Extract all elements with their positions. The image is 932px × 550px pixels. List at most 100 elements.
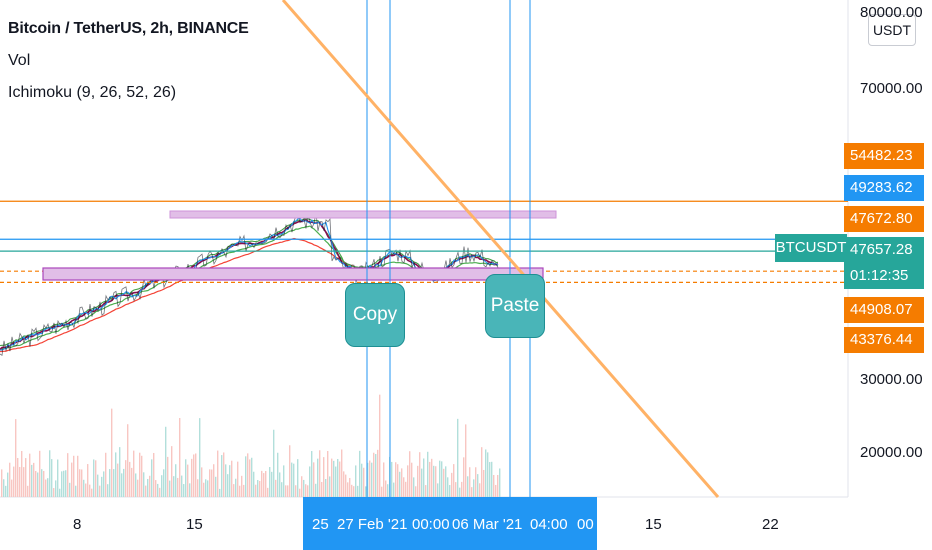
volume-bar bbox=[329, 476, 331, 497]
volume-bar bbox=[247, 453, 249, 497]
volume-bar bbox=[193, 454, 195, 497]
volume-bar bbox=[281, 482, 283, 497]
volume-bar bbox=[377, 449, 379, 497]
paste-note[interactable]: Paste bbox=[485, 274, 545, 338]
volume-bar bbox=[233, 484, 235, 497]
volume-bar bbox=[159, 487, 161, 497]
volume-bar bbox=[131, 467, 133, 497]
volume-bar bbox=[347, 482, 349, 497]
volume-bar bbox=[125, 460, 127, 497]
volume-bar bbox=[29, 453, 31, 497]
volume-bar bbox=[245, 456, 247, 497]
volume-bar bbox=[355, 465, 357, 497]
volume-bar bbox=[63, 470, 65, 497]
volume-bar bbox=[447, 477, 449, 497]
volume-bar bbox=[139, 452, 141, 497]
volume-bar bbox=[37, 472, 39, 497]
volume-bar bbox=[43, 470, 45, 497]
volume-bar bbox=[357, 485, 359, 497]
price-axis-tick: 20000.00 bbox=[860, 444, 923, 461]
volume-legend[interactable]: Vol bbox=[8, 52, 31, 69]
volume-bar bbox=[339, 461, 341, 497]
volume-bar bbox=[277, 452, 279, 497]
volume-bar bbox=[319, 450, 321, 497]
volume-bar bbox=[1, 469, 3, 497]
volume-bar bbox=[145, 485, 147, 497]
volume-bar bbox=[311, 451, 313, 497]
volume-bar bbox=[57, 459, 59, 497]
volume-bar bbox=[105, 452, 107, 497]
volume-bar bbox=[483, 469, 485, 497]
volume-bar bbox=[349, 477, 351, 497]
volume-bar bbox=[351, 484, 353, 497]
volume-bar bbox=[207, 480, 209, 497]
price-axis-tick: 80000.00 bbox=[860, 4, 923, 21]
volume-bar bbox=[417, 465, 419, 497]
volume-bar bbox=[345, 474, 347, 497]
bar-countdown: 01:12:35 bbox=[844, 263, 924, 289]
copy-note[interactable]: Copy bbox=[345, 283, 405, 347]
volume-bar bbox=[5, 485, 7, 497]
volume-bar bbox=[457, 418, 459, 497]
volume-bar bbox=[221, 455, 223, 497]
volume-bar bbox=[215, 476, 217, 497]
volume-bar bbox=[249, 459, 251, 497]
volume-bar bbox=[365, 486, 367, 497]
volume-bar bbox=[309, 466, 311, 497]
volume-bar bbox=[117, 463, 119, 497]
volume-bar bbox=[89, 484, 91, 497]
volume-bar bbox=[491, 461, 493, 497]
volume-bar bbox=[211, 469, 213, 497]
volume-bar bbox=[7, 472, 9, 497]
volume-bar bbox=[331, 458, 333, 497]
volume-bar bbox=[375, 454, 377, 497]
volume-bar bbox=[401, 468, 403, 497]
volume-bar bbox=[439, 460, 441, 497]
volume-bar bbox=[133, 450, 135, 497]
volume-bar bbox=[459, 487, 461, 497]
volume-bar bbox=[209, 469, 211, 497]
volume-bar bbox=[255, 484, 257, 497]
volume-bar bbox=[373, 452, 375, 497]
volume-bar bbox=[497, 474, 499, 497]
currency-button[interactable]: USDT bbox=[868, 14, 916, 46]
volume-bar bbox=[11, 479, 13, 497]
volume-bar bbox=[421, 468, 423, 497]
volume-bar bbox=[75, 485, 77, 497]
volume-bar bbox=[361, 463, 363, 497]
volume-bar bbox=[265, 470, 267, 497]
volume-bar bbox=[451, 472, 453, 497]
volume-bar bbox=[123, 468, 125, 497]
time-axis-tick: 06 Mar '21 bbox=[452, 516, 523, 533]
volume-bar bbox=[79, 469, 81, 497]
volume-bar bbox=[293, 463, 295, 497]
volume-bar bbox=[167, 456, 169, 497]
volume-bar bbox=[467, 476, 469, 497]
volume-bar bbox=[299, 488, 301, 497]
volume-bar bbox=[393, 482, 395, 497]
volume-bar bbox=[325, 479, 327, 497]
volume-bar bbox=[65, 470, 67, 497]
volume-bar bbox=[155, 480, 157, 497]
volume-bar bbox=[397, 464, 399, 497]
volume-bar bbox=[269, 467, 271, 497]
volume-bar bbox=[479, 483, 481, 497]
volume-bar bbox=[231, 460, 233, 497]
time-axis-tick: 15 bbox=[645, 516, 662, 533]
ichimoku-legend[interactable]: Ichimoku (9, 26, 52, 26) bbox=[8, 84, 177, 101]
volume-bar bbox=[443, 468, 445, 497]
volume-bar bbox=[437, 483, 439, 497]
volume-bar bbox=[239, 485, 241, 497]
volume-bar bbox=[391, 461, 393, 497]
volume-bar bbox=[23, 467, 25, 497]
volume-bar bbox=[109, 469, 111, 497]
volume-bar bbox=[149, 475, 151, 497]
volume-bar bbox=[485, 449, 487, 497]
volume-bar bbox=[291, 462, 293, 497]
volume-bar bbox=[97, 474, 99, 497]
volume-bar bbox=[39, 450, 41, 497]
volume-bar bbox=[321, 481, 323, 497]
volume-bar bbox=[463, 457, 465, 497]
